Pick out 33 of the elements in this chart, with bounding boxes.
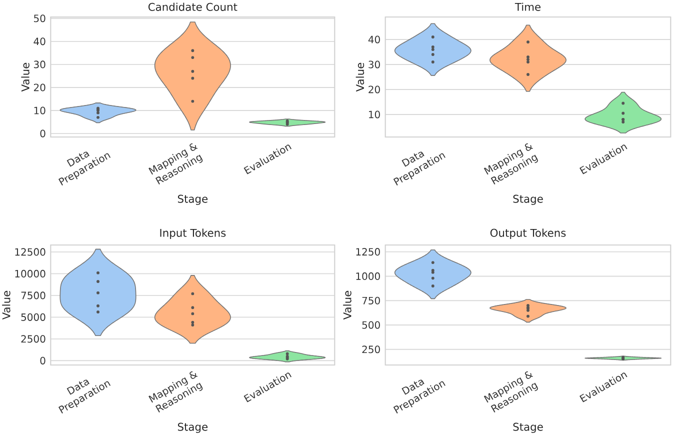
y-tick-label: 0 [40, 130, 46, 138]
y-tick-label: 7500 [21, 292, 46, 300]
chart-title: Time [514, 2, 541, 11]
chart-title: Candidate Count [148, 2, 238, 11]
y-tick-label: 20 [34, 84, 46, 92]
y-tick-label: 10 [369, 110, 380, 118]
y-axis-title: Value [356, 62, 364, 92]
y-tick-label: 12500 [15, 248, 46, 256]
y-tick-label: 40 [34, 38, 46, 46]
y-axis-title: Value [2, 290, 10, 320]
chart-title: Input Tokens [160, 228, 226, 239]
y-tick-label: 750 [362, 296, 380, 304]
y-tick-label: 500 [362, 321, 380, 329]
x-axis-title: Stage [513, 194, 543, 205]
y-tick-label: 50 [34, 14, 46, 22]
y-tick-label: 250 [362, 346, 380, 354]
x-axis-title: Stage [178, 194, 208, 205]
y-axis-title: Value [21, 62, 30, 92]
y-tick-label: 30 [368, 60, 380, 68]
chart-title: Output Tokens [490, 228, 566, 239]
y-tick-label: 20 [368, 86, 380, 94]
y-tick-label: 30 [34, 60, 46, 68]
y-tick-label: 40 [368, 36, 380, 44]
y-tick-label: 2500 [21, 335, 46, 343]
x-axis-title: Stage [513, 422, 543, 433]
y-tick-label: 5000 [21, 313, 46, 321]
y-axis-title: Value [343, 290, 352, 320]
y-tick-label: 10 [34, 106, 46, 114]
y-tick-label: 10000 [15, 270, 46, 278]
y-tick-label: 1000 [356, 272, 380, 280]
y-tick-label: 0 [40, 356, 46, 364]
x-axis-title: Stage [178, 422, 208, 433]
y-tick-label: 1250 [356, 248, 380, 256]
